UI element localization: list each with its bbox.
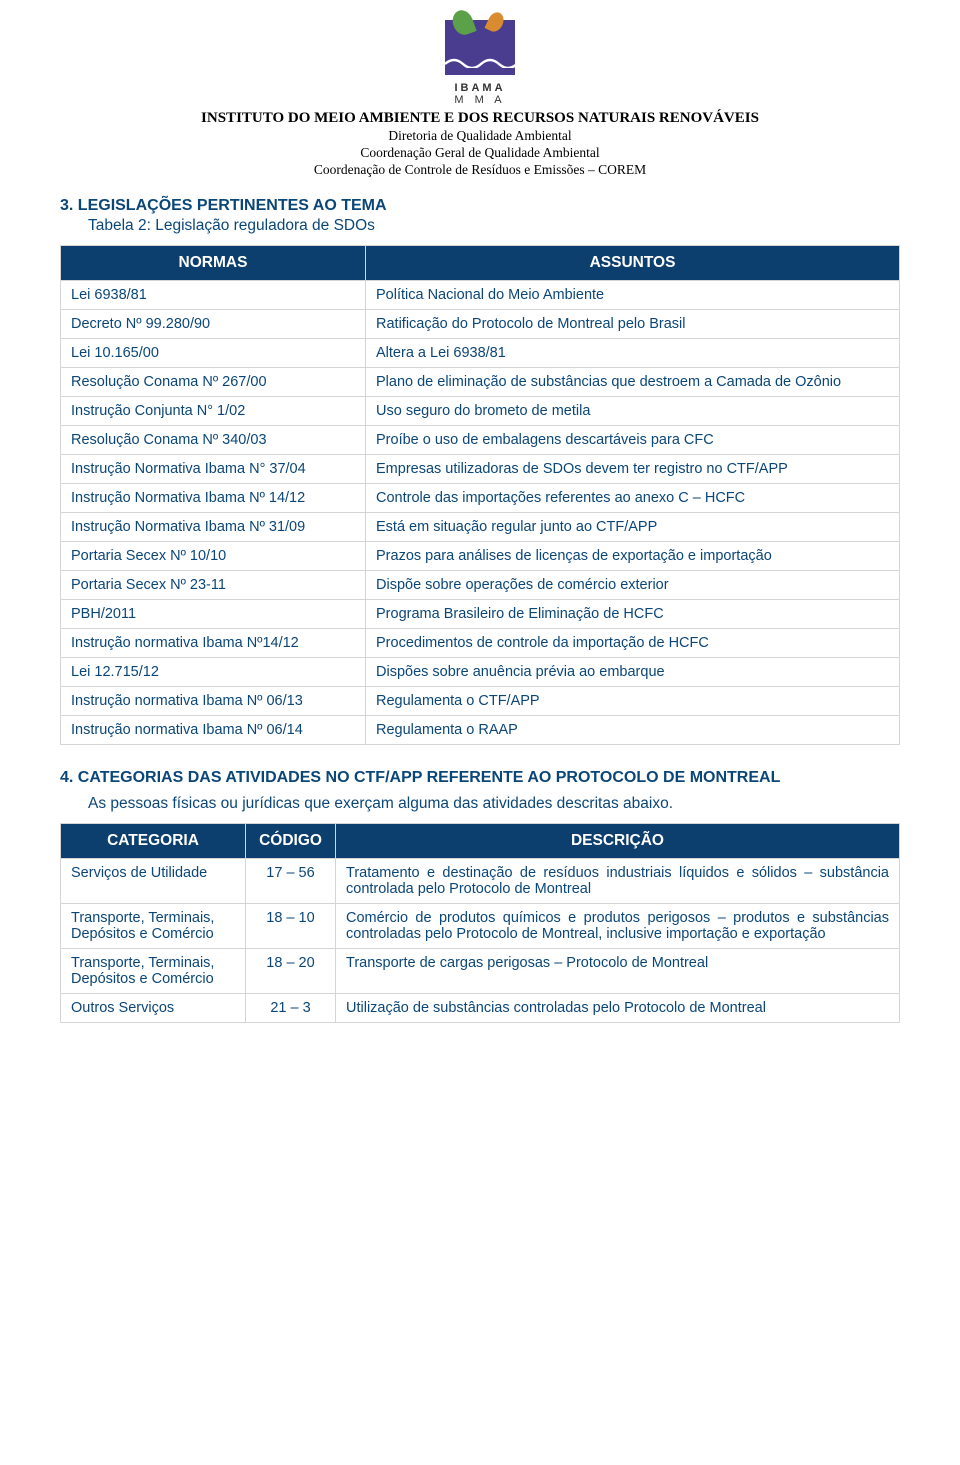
cell-assunto: Prazos para análises de licenças de expo… xyxy=(366,541,900,570)
col-header-descricao: DESCRIÇÃO xyxy=(336,823,900,858)
table-normas-assuntos: NORMAS ASSUNTOS Lei 6938/81Política Naci… xyxy=(60,245,900,745)
document-header: INSTITUTO DO MEIO AMBIENTE E DOS RECURSO… xyxy=(60,110,900,179)
section-4-body: As pessoas físicas ou jurídicas que exer… xyxy=(88,795,900,813)
table-row: Lei 12.715/12Dispões sobre anuência prév… xyxy=(61,657,900,686)
cell-categoria: Outros Serviços xyxy=(61,993,246,1022)
table-row: Instrução normativa Ibama Nº 06/13Regula… xyxy=(61,686,900,715)
cell-assunto: Está em situação regular junto ao CTF/AP… xyxy=(366,512,900,541)
table-row: Instrução normativa Ibama Nº14/12Procedi… xyxy=(61,628,900,657)
section-title: CATEGORIAS DAS ATIVIDADES NO CTF/APP REF… xyxy=(78,769,781,786)
section-4-heading: 4. CATEGORIAS DAS ATIVIDADES NO CTF/APP … xyxy=(60,769,900,787)
table-row: Instrução Normativa Ibama N° 37/04Empres… xyxy=(61,454,900,483)
header-line: Coordenação de Controle de Resíduos e Em… xyxy=(60,162,900,179)
table-row: Instrução Conjunta N° 1/02Uso seguro do … xyxy=(61,396,900,425)
cell-norma: Resolução Conama Nº 340/03 xyxy=(61,425,366,454)
section-number: 4. xyxy=(60,769,73,786)
cell-norma: PBH/2011 xyxy=(61,599,366,628)
cell-norma: Instrução normativa Ibama Nº14/12 xyxy=(61,628,366,657)
table-row: Instrução Normativa Ibama Nº 14/12Contro… xyxy=(61,483,900,512)
col-header-codigo: CÓDIGO xyxy=(246,823,336,858)
table-row: PBH/2011Programa Brasileiro de Eliminaçã… xyxy=(61,599,900,628)
header-line: Coordenação Geral de Qualidade Ambiental xyxy=(60,145,900,162)
cell-norma: Instrução normativa Ibama Nº 06/14 xyxy=(61,715,366,744)
document-page: IBAMA M M A INSTITUTO DO MEIO AMBIENTE E… xyxy=(0,0,960,1087)
cell-codigo: 18 – 20 xyxy=(246,948,336,993)
table-row: Instrução normativa Ibama Nº 06/14Regula… xyxy=(61,715,900,744)
cell-categoria: Transporte, Terminais, Depósitos e Comér… xyxy=(61,948,246,993)
cell-norma: Resolução Conama Nº 267/00 xyxy=(61,367,366,396)
header-line: Diretoria de Qualidade Ambiental xyxy=(60,128,900,145)
cell-norma: Instrução Normativa Ibama Nº 31/09 xyxy=(61,512,366,541)
cell-norma: Portaria Secex Nº 23-11 xyxy=(61,570,366,599)
logo-subtext: M M A xyxy=(60,94,900,106)
table1-body: Lei 6938/81Política Nacional do Meio Amb… xyxy=(61,280,900,744)
table-row: Instrução Normativa Ibama Nº 31/09Está e… xyxy=(61,512,900,541)
cell-assunto: Regulamenta o CTF/APP xyxy=(366,686,900,715)
cell-codigo: 17 – 56 xyxy=(246,858,336,903)
cell-codigo: 21 – 3 xyxy=(246,993,336,1022)
table-row: Decreto Nº 99.280/90Ratificação do Proto… xyxy=(61,309,900,338)
cell-assunto: Dispõe sobre operações de comércio exter… xyxy=(366,570,900,599)
cell-assunto: Proíbe o uso de embalagens descartáveis … xyxy=(366,425,900,454)
cell-assunto: Controle das importações referentes ao a… xyxy=(366,483,900,512)
table-row: Transporte, Terminais, Depósitos e Comér… xyxy=(61,903,900,948)
cell-assunto: Programa Brasileiro de Eliminação de HCF… xyxy=(366,599,900,628)
cell-descricao: Utilização de substâncias controladas pe… xyxy=(336,993,900,1022)
cell-assunto: Empresas utilizadoras de SDOs devem ter … xyxy=(366,454,900,483)
cell-norma: Instrução Normativa Ibama Nº 14/12 xyxy=(61,483,366,512)
table-2-caption: Tabela 2: Legislação reguladora de SDOs xyxy=(88,217,900,235)
cell-codigo: 18 – 10 xyxy=(246,903,336,948)
table-row: Lei 10.165/00Altera a Lei 6938/81 xyxy=(61,338,900,367)
logo-block: IBAMA M M A xyxy=(60,20,900,106)
cell-norma: Instrução normativa Ibama Nº 06/13 xyxy=(61,686,366,715)
cell-assunto: Ratificação do Protocolo de Montreal pel… xyxy=(366,309,900,338)
cell-descricao: Tratamento e destinação de resíduos indu… xyxy=(336,858,900,903)
header-title: INSTITUTO DO MEIO AMBIENTE E DOS RECURSO… xyxy=(60,110,900,127)
table-row: Resolução Conama Nº 340/03Proíbe o uso d… xyxy=(61,425,900,454)
table-header-row: NORMAS ASSUNTOS xyxy=(61,245,900,280)
cell-assunto: Procedimentos de controle da importação … xyxy=(366,628,900,657)
cell-norma: Decreto Nº 99.280/90 xyxy=(61,309,366,338)
cell-norma: Portaria Secex Nº 10/10 xyxy=(61,541,366,570)
cell-assunto: Uso seguro do brometo de metila xyxy=(366,396,900,425)
section-number: 3. xyxy=(60,197,73,214)
col-header-assuntos: ASSUNTOS xyxy=(366,245,900,280)
logo-icon xyxy=(445,20,515,75)
table-row: Outros Serviços21 – 3Utilização de subst… xyxy=(61,993,900,1022)
table-row: Resolução Conama Nº 267/00Plano de elimi… xyxy=(61,367,900,396)
cell-descricao: Comércio de produtos químicos e produtos… xyxy=(336,903,900,948)
cell-norma: Lei 12.715/12 xyxy=(61,657,366,686)
cell-assunto: Dispões sobre anuência prévia ao embarqu… xyxy=(366,657,900,686)
table-header-row: CATEGORIA CÓDIGO DESCRIÇÃO xyxy=(61,823,900,858)
table-row: Transporte, Terminais, Depósitos e Comér… xyxy=(61,948,900,993)
table-row: Lei 6938/81Política Nacional do Meio Amb… xyxy=(61,280,900,309)
cell-descricao: Transporte de cargas perigosas – Protoco… xyxy=(336,948,900,993)
table-row: Portaria Secex Nº 23-11Dispõe sobre oper… xyxy=(61,570,900,599)
cell-categoria: Transporte, Terminais, Depósitos e Comér… xyxy=(61,903,246,948)
cell-assunto: Plano de eliminação de substâncias que d… xyxy=(366,367,900,396)
cell-categoria: Serviços de Utilidade xyxy=(61,858,246,903)
table-row: Portaria Secex Nº 10/10Prazos para análi… xyxy=(61,541,900,570)
table-row: Serviços de Utilidade17 – 56Tratamento e… xyxy=(61,858,900,903)
cell-assunto: Política Nacional do Meio Ambiente xyxy=(366,280,900,309)
section-3-heading: 3. LEGISLAÇÕES PERTINENTES AO TEMA xyxy=(60,197,900,215)
cell-norma: Lei 10.165/00 xyxy=(61,338,366,367)
cell-norma: Lei 6938/81 xyxy=(61,280,366,309)
cell-norma: Instrução Conjunta N° 1/02 xyxy=(61,396,366,425)
section-title: LEGISLAÇÕES PERTINENTES AO TEMA xyxy=(78,197,387,214)
cell-assunto: Regulamenta o RAAP xyxy=(366,715,900,744)
logo-text: IBAMA xyxy=(60,82,900,94)
table-categorias: CATEGORIA CÓDIGO DESCRIÇÃO Serviços de U… xyxy=(60,823,900,1023)
col-header-categoria: CATEGORIA xyxy=(61,823,246,858)
cell-norma: Instrução Normativa Ibama N° 37/04 xyxy=(61,454,366,483)
cell-assunto: Altera a Lei 6938/81 xyxy=(366,338,900,367)
col-header-normas: NORMAS xyxy=(61,245,366,280)
table2-body: Serviços de Utilidade17 – 56Tratamento e… xyxy=(61,858,900,1022)
